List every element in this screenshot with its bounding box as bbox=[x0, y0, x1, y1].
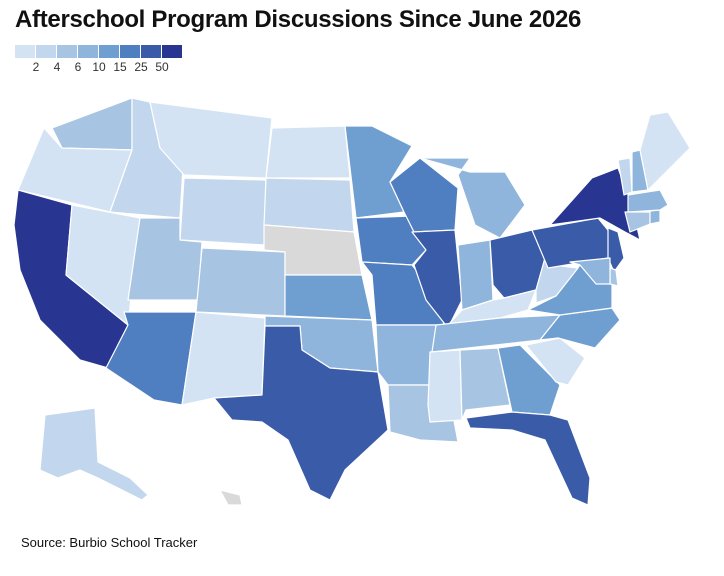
state-maryland[interactable] bbox=[569, 257, 611, 285]
state-montana[interactable] bbox=[149, 101, 273, 179]
state-arkansas[interactable] bbox=[375, 324, 437, 386]
state-indiana[interactable] bbox=[457, 239, 494, 311]
state-illinois[interactable] bbox=[411, 229, 463, 329]
state-connecticut[interactable] bbox=[624, 211, 651, 233]
legend-tick: 4 bbox=[53, 60, 61, 74]
state-new-jersey[interactable] bbox=[607, 227, 625, 273]
legend-swatch bbox=[162, 45, 183, 58]
legend-tick: 2 bbox=[32, 60, 40, 74]
state-texas[interactable] bbox=[213, 325, 389, 501]
state-georgia[interactable] bbox=[497, 344, 561, 416]
legend-tick: 15 bbox=[113, 60, 127, 74]
state-colorado[interactable] bbox=[195, 247, 286, 317]
color-legend: 2 4 6 10 15 25 50 bbox=[15, 45, 185, 74]
state-south-dakota[interactable] bbox=[263, 177, 355, 233]
legend-swatch bbox=[36, 45, 57, 58]
legend-swatch bbox=[141, 45, 162, 58]
state-north-dakota[interactable] bbox=[265, 125, 351, 179]
legend-swatch bbox=[120, 45, 141, 58]
state-mississippi[interactable] bbox=[427, 349, 463, 423]
legend-tick-labels: 2 4 6 10 15 25 50 bbox=[15, 58, 185, 74]
state-iowa[interactable] bbox=[355, 215, 427, 266]
state-south-carolina[interactable] bbox=[525, 337, 586, 386]
legend-tick: 50 bbox=[155, 60, 169, 74]
legend-swatch bbox=[99, 45, 120, 58]
state-kansas[interactable] bbox=[284, 274, 373, 321]
legend-color-bar bbox=[15, 45, 185, 58]
state-rhode-island[interactable] bbox=[649, 209, 661, 225]
state-florida[interactable] bbox=[465, 411, 591, 506]
source-note: Source: Burbio School Tracker bbox=[21, 535, 198, 550]
legend-swatch bbox=[57, 45, 78, 58]
legend-swatch bbox=[15, 45, 36, 58]
state-wyoming[interactable] bbox=[179, 177, 267, 246]
state-hawaii[interactable] bbox=[219, 489, 243, 506]
legend-swatch bbox=[78, 45, 99, 58]
map-title: Afterschool Program Discussions Since Ju… bbox=[15, 6, 582, 33]
legend-tick: 6 bbox=[74, 60, 82, 74]
legend-tick: 10 bbox=[92, 60, 106, 74]
legend-tick: 25 bbox=[134, 60, 148, 74]
state-alabama[interactable] bbox=[459, 347, 511, 421]
state-maine[interactable] bbox=[639, 111, 691, 191]
state-massachusetts[interactable] bbox=[627, 189, 669, 213]
state-utah[interactable] bbox=[127, 217, 203, 301]
state-alaska[interactable] bbox=[39, 407, 149, 501]
state-new-mexico[interactable] bbox=[181, 311, 266, 406]
state-delaware[interactable] bbox=[609, 267, 619, 287]
state-washington[interactable] bbox=[51, 97, 133, 151]
state-kentucky[interactable] bbox=[447, 289, 537, 326]
